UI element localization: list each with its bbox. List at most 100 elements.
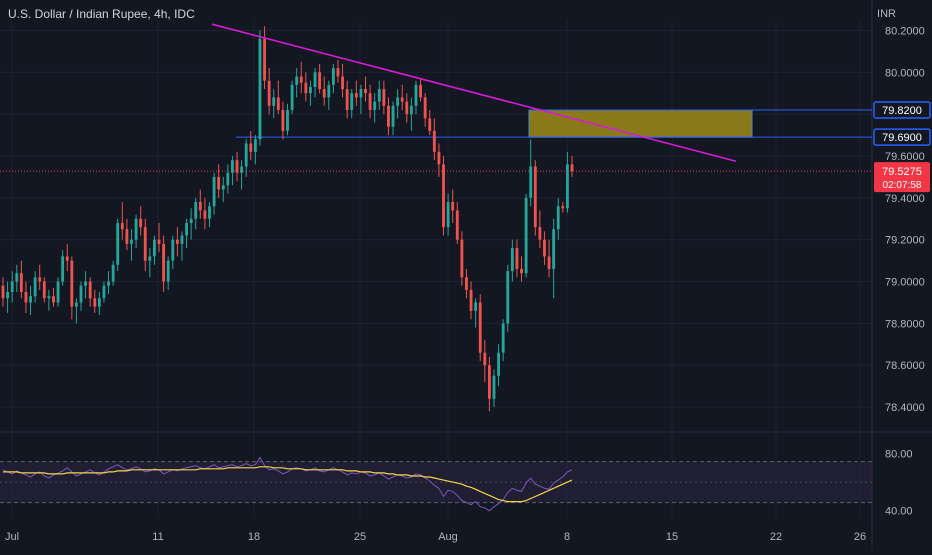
x-tick-label: Jul — [5, 531, 19, 543]
candle-body — [226, 172, 230, 186]
y-tick-label: 80.2000 — [885, 25, 925, 37]
candle-body — [377, 89, 381, 102]
candle-body — [419, 84, 422, 98]
y-tick-label: 80.0000 — [885, 67, 925, 79]
candle-body — [492, 375, 496, 399]
candle-body — [290, 84, 294, 110]
candle-body — [253, 139, 257, 152]
candle-body — [130, 239, 133, 244]
candle-body — [423, 97, 427, 119]
current-price-tag — [874, 162, 930, 193]
candle-body — [65, 256, 69, 261]
candle-body — [263, 38, 266, 81]
x-tick-label: 26 — [854, 531, 866, 543]
level-price-label: 79.8200 — [882, 105, 922, 117]
candle-body — [469, 289, 473, 311]
candle-body — [157, 239, 161, 244]
candle-body — [272, 97, 276, 106]
candle-body — [309, 86, 312, 94]
y-tick-label: 79.6000 — [885, 151, 925, 163]
y-tick-label: 78.6000 — [885, 360, 925, 372]
candle-body — [364, 89, 367, 94]
candle-body — [198, 202, 202, 211]
candle-body — [561, 206, 565, 209]
candle-body — [359, 89, 363, 98]
candle-body — [38, 277, 42, 282]
candle-body — [451, 202, 455, 211]
candle-body — [148, 256, 152, 261]
candle-body — [162, 243, 166, 282]
candle-body — [212, 176, 216, 207]
candle-body — [185, 222, 188, 236]
candle-body — [235, 160, 239, 173]
candle-body — [460, 239, 464, 278]
candle-body — [400, 97, 404, 102]
rsi-tick-label: 80.00 — [885, 449, 913, 461]
candle-body — [217, 176, 221, 190]
candle-body — [345, 89, 349, 110]
candle-body — [102, 285, 106, 299]
candle-body — [391, 105, 395, 127]
candle-body — [171, 239, 175, 261]
candle-body — [387, 105, 390, 127]
candle-body — [331, 68, 335, 85]
candle-body — [524, 197, 528, 274]
candle-body — [368, 93, 372, 110]
candle-body — [414, 84, 418, 106]
candle-body — [208, 206, 211, 219]
candle-body — [565, 164, 569, 209]
candle-body — [318, 72, 322, 90]
candle-body — [327, 84, 331, 98]
candle-body — [432, 130, 436, 152]
level-price-label: 79.6900 — [882, 132, 922, 144]
x-tick-label: 11 — [152, 531, 163, 543]
candle-body — [570, 164, 574, 172]
candle-body — [286, 109, 289, 131]
candle-body — [111, 264, 115, 282]
candle-body — [175, 239, 179, 244]
candle-body — [240, 166, 244, 173]
candle-body — [487, 365, 491, 399]
candle-body — [373, 101, 377, 110]
candle-body — [552, 229, 556, 269]
candle-body — [19, 273, 23, 292]
symbol-title[interactable]: U.S. Dollar / Indian Rupee, 4h, IDC — [8, 7, 195, 21]
candle-body — [455, 210, 459, 240]
candle-body — [442, 164, 445, 228]
candle-body — [52, 296, 55, 303]
candle-body — [529, 166, 533, 198]
supply-zone — [528, 109, 753, 138]
y-tick-label: 79.2000 — [885, 235, 925, 247]
candle-body — [547, 256, 551, 269]
candle-body — [244, 143, 248, 167]
candle-body — [33, 277, 37, 297]
candle-body — [79, 285, 83, 303]
candle-body — [497, 352, 501, 376]
candle-body — [97, 298, 101, 307]
current-price-label: 79.5275 — [882, 166, 922, 178]
candle-body — [249, 143, 253, 152]
candle-body — [166, 260, 170, 282]
candle-body — [1, 285, 5, 299]
candle-body — [520, 268, 523, 274]
candle-body — [153, 239, 156, 257]
candle-body — [428, 118, 432, 131]
candle-body — [538, 227, 542, 240]
candle-body — [180, 235, 184, 244]
y-tick-label: 78.8000 — [885, 318, 925, 330]
candle-body — [543, 239, 546, 257]
candle-body — [354, 93, 358, 98]
rsi-tick-label: 40.00 — [885, 506, 913, 518]
candle-body — [24, 292, 28, 303]
trendline — [211, 23, 737, 163]
rsi-line — [2, 456, 573, 512]
candle-body — [189, 218, 193, 223]
candle-body — [437, 151, 441, 165]
candle-body — [116, 222, 120, 265]
candle-body — [501, 323, 505, 353]
candle-body — [47, 296, 51, 299]
candle-body — [336, 68, 340, 77]
candle-body — [396, 97, 400, 106]
